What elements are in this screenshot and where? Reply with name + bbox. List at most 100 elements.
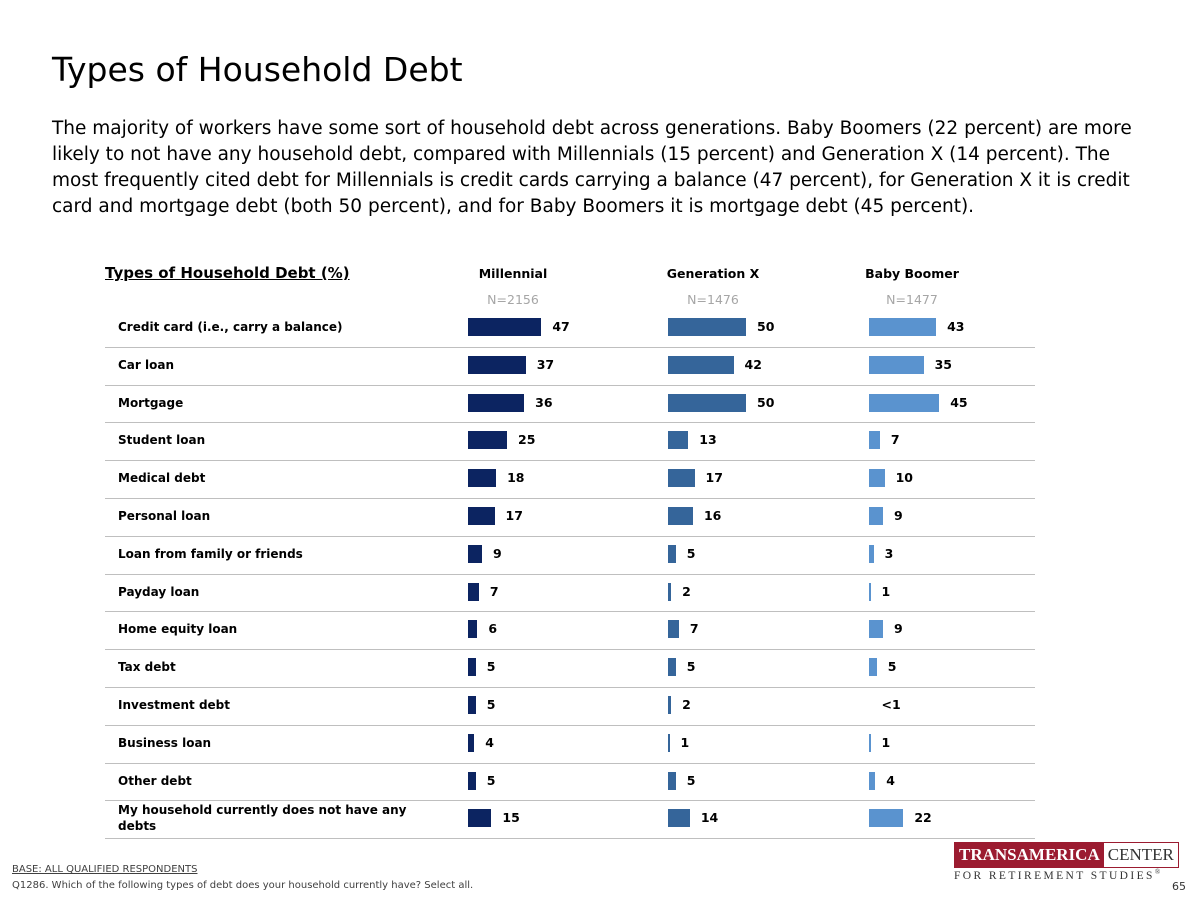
- value-label-1-10: 2: [682, 697, 691, 712]
- value-label-1-8: 7: [689, 621, 699, 637]
- bar-1-8: [668, 620, 679, 639]
- value-label-0-2: 36: [535, 394, 553, 410]
- value-label-1-4: 17: [705, 470, 723, 486]
- bar-1-1: [668, 355, 734, 374]
- value-label-0-3: 25: [518, 432, 536, 448]
- column-n-2: N=1477: [886, 292, 938, 307]
- value-label-1-0: 50: [757, 319, 775, 334]
- row-label-10: Investment debt: [118, 698, 231, 712]
- value-label-0-0: 47: [552, 319, 570, 334]
- row-divider-10: [105, 725, 1035, 726]
- value-label-2-7: 1: [881, 583, 891, 599]
- value-label-1-6: 5: [686, 545, 696, 561]
- row-label-8: Home equity loan: [118, 622, 238, 637]
- bar-0-12: [468, 771, 476, 790]
- value-label-2-3: 7: [890, 432, 900, 448]
- value-label-0-13: 15: [502, 810, 520, 826]
- question-note: Q1286. Which of the following types of d…: [12, 880, 474, 891]
- value-label-2-1: 35: [934, 356, 952, 372]
- value-label-1-9: 5: [686, 659, 696, 675]
- bar-0-7: [468, 582, 479, 601]
- value-label-1-5: 16: [703, 508, 722, 523]
- row-label-11: Business loan: [118, 735, 212, 750]
- value-label-0-12: 5: [486, 772, 496, 788]
- row-label-1: Car loan: [118, 357, 174, 372]
- row-divider-9: [105, 687, 1035, 688]
- bar-0-10: [468, 696, 476, 714]
- bar-0-11: [468, 733, 475, 752]
- value-label-1-3: 13: [699, 432, 717, 448]
- row-divider-1: [105, 385, 1035, 386]
- bar-2-3: [869, 431, 880, 450]
- bar-2-1: [869, 355, 924, 374]
- bar-1-2: [668, 393, 746, 412]
- row-label-13: My household currently does not have any…: [118, 803, 407, 834]
- bar-0-2: [468, 393, 525, 412]
- row-divider-7: [105, 611, 1035, 612]
- value-label-0-10: 5: [486, 697, 496, 712]
- bar-2-12: [869, 771, 876, 790]
- bar-1-11: [668, 733, 670, 752]
- value-label-1-2: 50: [757, 394, 775, 410]
- bar-1-7: [668, 582, 672, 601]
- bar-0-6: [468, 544, 482, 563]
- value-label-2-5: 9: [894, 508, 903, 523]
- row-label-2: Mortgage: [118, 395, 184, 410]
- bar-0-13: [468, 809, 492, 828]
- row-label-0: Credit card (i.e., carry a balance): [118, 320, 343, 334]
- value-label-2-13: 22: [914, 810, 932, 826]
- row-divider-0: [105, 347, 1035, 348]
- logo-sub-text: FOR RETIREMENT STUDIES: [954, 869, 1155, 882]
- value-label-0-9: 5: [486, 659, 496, 675]
- row-label-7: Payday loan: [118, 584, 200, 599]
- bar-1-3: [668, 431, 689, 450]
- transamerica-logo: TRANSAMERICA CENTER: [954, 842, 1179, 868]
- value-label-0-1: 37: [536, 356, 555, 372]
- value-label-0-5: 17: [505, 508, 523, 523]
- row-divider-6: [105, 574, 1035, 575]
- value-label-0-6: 9: [493, 545, 502, 561]
- bar-2-0: [869, 318, 937, 336]
- value-label-1-7: 2: [682, 583, 691, 599]
- bar-2-2: [869, 393, 940, 412]
- row-label-5: Personal loan: [118, 509, 211, 523]
- bar-2-13: [869, 809, 904, 828]
- bar-2-8: [869, 620, 883, 639]
- bar-1-6: [668, 544, 676, 563]
- row-label-3: Student loan: [118, 433, 206, 448]
- bar-0-0: [468, 318, 542, 336]
- value-label-2-0: 43: [947, 319, 965, 334]
- bar-0-1: [468, 355, 526, 374]
- row-divider-4: [105, 498, 1035, 499]
- row-divider-12: [105, 800, 1035, 801]
- row-divider-8: [105, 649, 1035, 650]
- bar-1-0: [668, 318, 746, 336]
- value-label-1-12: 5: [686, 772, 696, 788]
- column-header-2: Baby Boomer: [865, 266, 959, 281]
- bar-1-9: [668, 658, 676, 677]
- value-label-2-6: 3: [884, 545, 894, 561]
- chart-title: Types of Household Debt (%): [105, 264, 350, 282]
- logo-word-center: CENTER: [1103, 843, 1178, 867]
- value-label-1-11: 1: [680, 734, 690, 750]
- row-divider-11: [105, 763, 1035, 764]
- bar-0-8: [468, 620, 478, 639]
- value-label-1-1: 42: [744, 356, 762, 372]
- bar-2-6: [869, 544, 874, 563]
- column-header-1: Generation X: [666, 266, 760, 281]
- bar-2-7: [869, 582, 871, 601]
- row-divider-13: [105, 838, 1035, 839]
- value-label-0-7: 7: [489, 583, 499, 599]
- bar-1-4: [668, 469, 695, 488]
- value-label-2-12: 4: [886, 772, 895, 788]
- bar-1-12: [668, 771, 676, 790]
- column-header-0: Millennial: [478, 266, 548, 281]
- bar-0-4: [468, 469, 497, 488]
- row-label-12: Other debt: [118, 773, 192, 788]
- row-divider-2: [105, 422, 1035, 423]
- bar-2-5: [869, 507, 883, 525]
- value-label-2-9: 5: [887, 659, 897, 675]
- bar-1-5: [668, 507, 693, 525]
- value-label-2-4: 10: [895, 470, 913, 486]
- logo-subtitle: FOR RETIREMENT STUDIES®: [954, 868, 1164, 882]
